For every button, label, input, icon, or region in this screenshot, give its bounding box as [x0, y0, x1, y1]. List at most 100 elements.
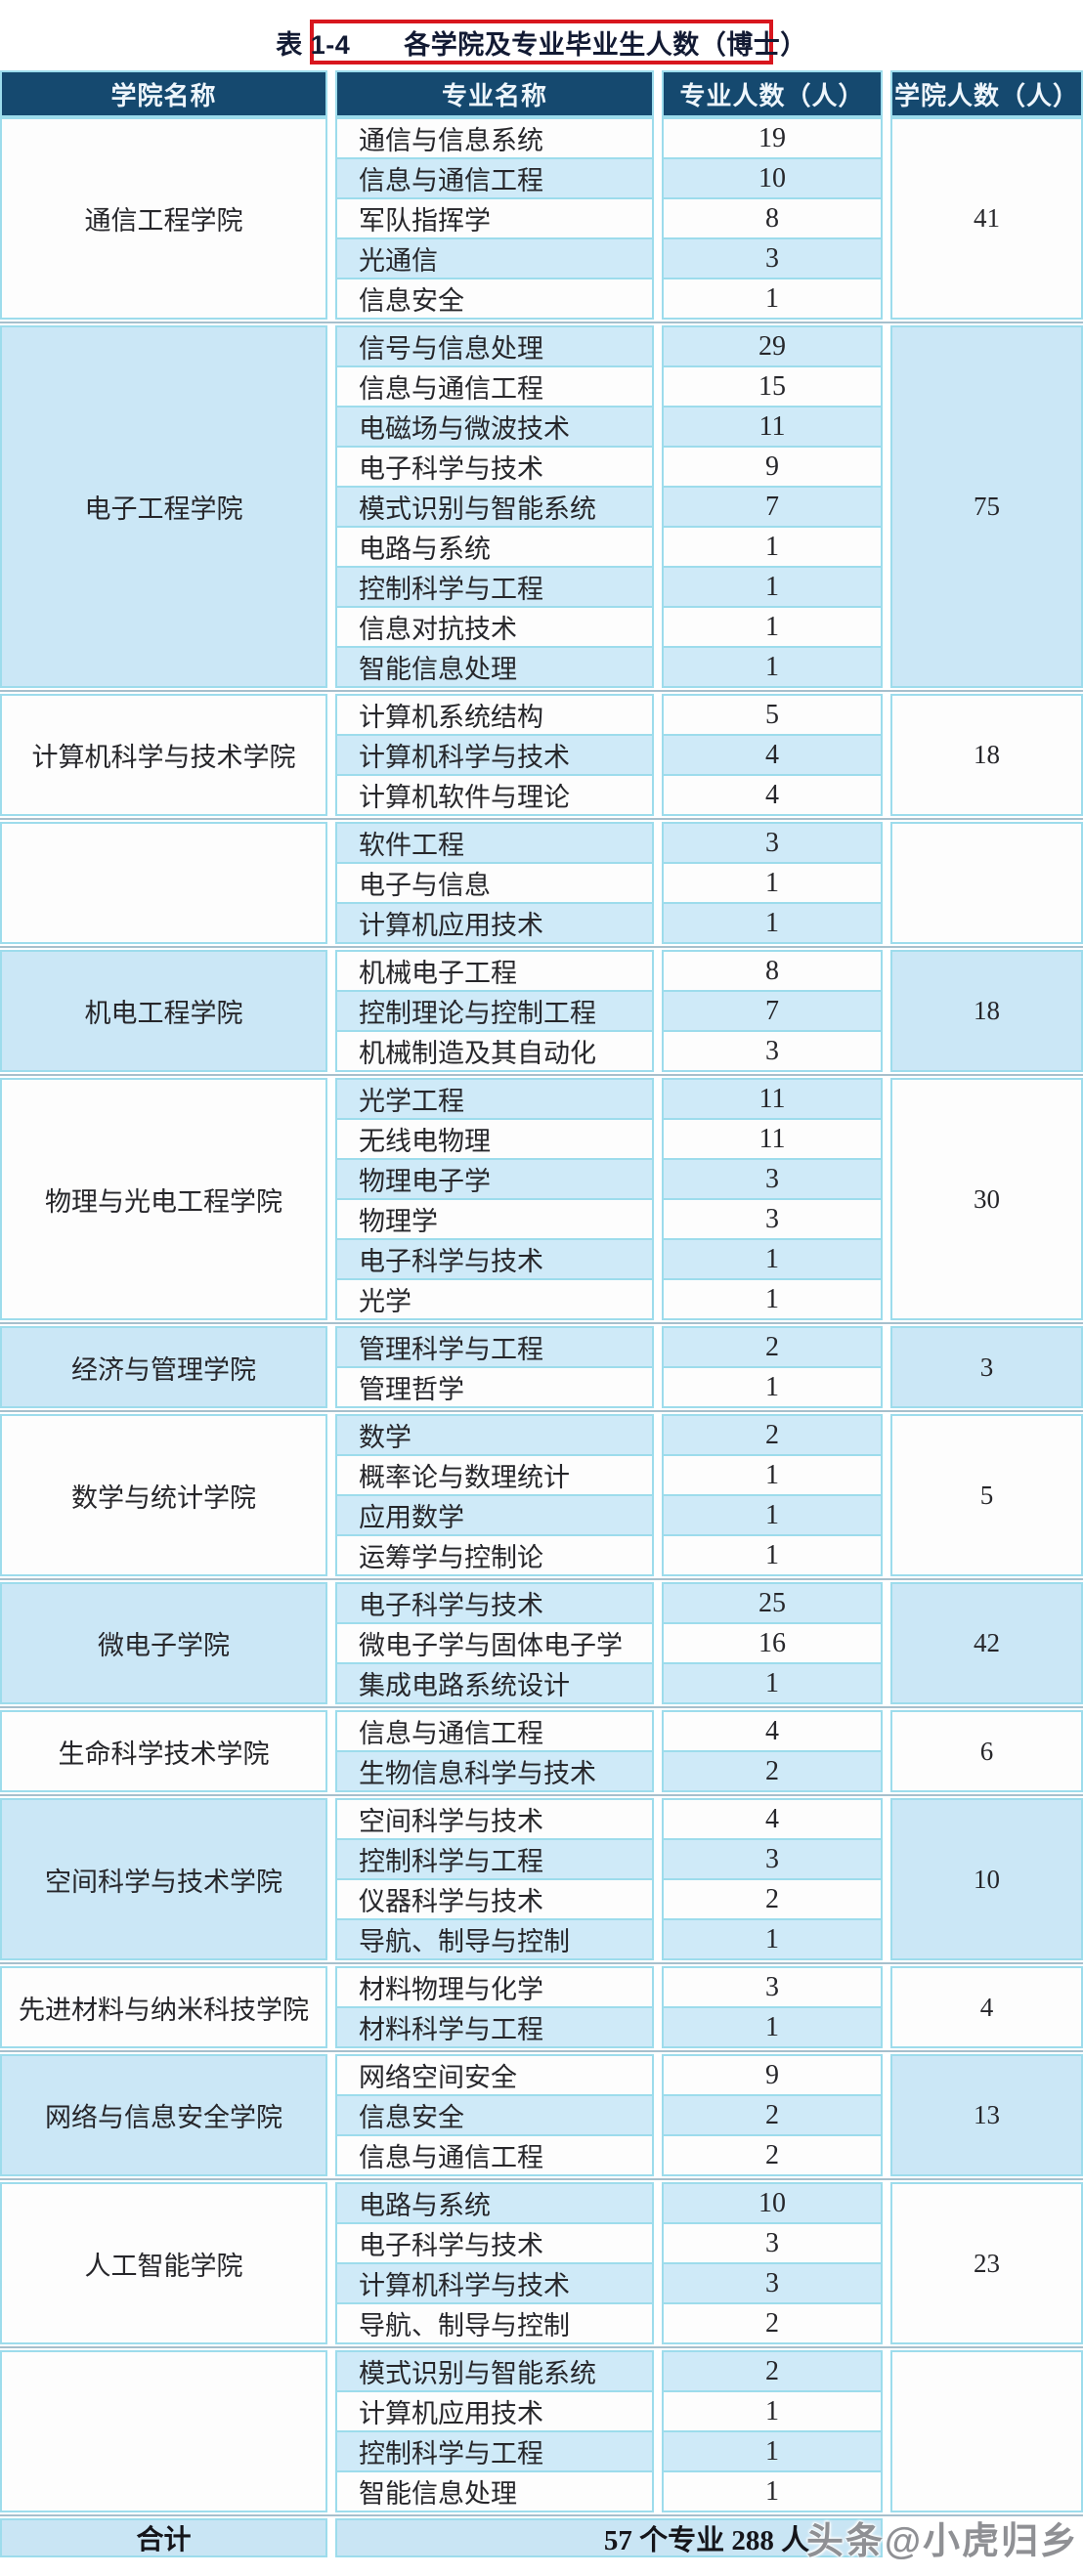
major-name-column: 数学 概率论与数理统计 应用数学 运筹学与控制论 — [335, 1414, 654, 1576]
major-count-cell: 2 — [662, 2350, 883, 2392]
college-total-cell: 41 — [890, 117, 1083, 320]
major-count-cell: 2 — [662, 1326, 883, 1368]
major-count-cell: 1 — [662, 902, 883, 944]
major-name-column: 电路与系统 电子科学与技术 计算机科学与技术 导航、制导与控制 — [335, 2182, 654, 2344]
college-total-cell: 5 — [890, 1414, 1083, 1576]
group-separator — [0, 688, 1083, 694]
college-name-cell: 物理与光电工程学院 — [0, 1078, 327, 1320]
college-total-cell: 10 — [890, 1798, 1083, 1960]
major-count-cell: 16 — [662, 1622, 883, 1664]
major-count-cell: 1 — [662, 1278, 883, 1320]
major-count-cell: 1 — [662, 1238, 883, 1280]
major-name-cell: 无线电物理 — [335, 1118, 654, 1160]
major-count-cell: 3 — [662, 2262, 883, 2304]
major-name-cell: 软件工程 — [335, 822, 654, 864]
major-name-column: 通信与信息系统 信息与通信工程 军队指挥学 光通信 信息安全 — [335, 117, 654, 320]
major-name-cell: 计算机应用技术 — [335, 2390, 654, 2432]
college-name-cell: 空间科学与技术学院 — [0, 1798, 327, 1960]
major-name-cell: 物理电子学 — [335, 1158, 654, 1200]
major-count-cell: 3 — [662, 1030, 883, 1072]
major-name-cell: 管理科学与工程 — [335, 1326, 654, 1368]
group-separator — [0, 2176, 1083, 2182]
major-name-cell: 导航、制导与控制 — [335, 1918, 654, 1960]
major-name-cell: 集成电路系统设计 — [335, 1662, 654, 1704]
college-name-cell: 机电工程学院 — [0, 950, 327, 1072]
group-separator — [0, 320, 1083, 325]
major-count-cell: 3 — [662, 1158, 883, 1200]
major-count-cell: 11 — [662, 1078, 883, 1120]
header-major-count: 专业人数（人） — [662, 70, 883, 117]
major-count-cell: 1 — [662, 2430, 883, 2472]
major-count-cell: 1 — [662, 606, 883, 648]
college-name-cell: 数学与统计学院 — [0, 1414, 327, 1576]
major-count-cell: 11 — [662, 1118, 883, 1160]
major-count-cell: 5 — [662, 694, 883, 736]
college-name-cell — [0, 2350, 327, 2512]
major-name-cell: 信号与信息处理 — [335, 325, 654, 367]
major-count-column: 19 10 8 3 1 — [662, 117, 883, 320]
major-count-column: 11 11 3 3 1 1 — [662, 1078, 883, 1320]
major-count-cell: 1 — [662, 862, 883, 904]
major-name-cell: 信息与通信工程 — [335, 1710, 654, 1752]
major-name-cell: 计算机系统结构 — [335, 694, 654, 736]
major-name-cell: 材料物理与化学 — [335, 1966, 654, 2008]
major-count-column: 29 15 11 9 7 1 1 1 1 — [662, 325, 883, 688]
college-total-cell: 18 — [890, 694, 1083, 816]
major-name-cell: 信息安全 — [335, 278, 654, 320]
college-total-cell: 4 — [890, 1966, 1083, 2048]
major-name-cell: 控制科学与工程 — [335, 2430, 654, 2472]
college-group: 经济与管理学院 管理科学与工程 管理哲学 2 1 3 — [0, 1326, 1083, 1408]
major-name-cell: 军队指挥学 — [335, 197, 654, 239]
major-count-cell: 1 — [662, 2006, 883, 2048]
major-name-cell: 控制理论与控制工程 — [335, 990, 654, 1032]
college-group: 物理与光电工程学院 光学工程 无线电物理 物理电子学 物理学 电子科学与技术 光学 11 11 3… — [0, 1078, 1083, 1320]
college-name-cell — [0, 822, 327, 944]
major-count-cell: 2 — [662, 1750, 883, 1792]
major-name-cell: 仪器科学与技术 — [335, 1878, 654, 1920]
major-name-column: 空间科学与技术 控制科学与工程 仪器科学与技术 导航、制导与控制 — [335, 1798, 654, 1960]
major-count-cell: 4 — [662, 1798, 883, 1840]
college-total-cell: 3 — [890, 1326, 1083, 1408]
major-name-cell: 电路与系统 — [335, 526, 654, 568]
graduates-table: 学院名称 专业名称 专业人数（人） 学院人数（人） 通信工程学院 通信与信息系统信… — [0, 70, 1083, 2557]
group-separator — [0, 2344, 1083, 2350]
major-name-cell: 导航、制导与控制 — [335, 2302, 654, 2344]
major-count-cell: 3 — [662, 2222, 883, 2264]
major-name-cell: 信息安全 — [335, 2094, 654, 2136]
college-total-cell — [890, 822, 1083, 944]
major-count-cell: 7 — [662, 990, 883, 1032]
major-name-cell: 智能信息处理 — [335, 2470, 654, 2512]
major-count-cell: 1 — [662, 1454, 883, 1496]
college-name-cell: 先进材料与纳米科技学院 — [0, 1966, 327, 2048]
major-name-cell: 计算机科学与技术 — [335, 2262, 654, 2304]
major-name-cell: 信息与通信工程 — [335, 2134, 654, 2176]
major-count-cell: 29 — [662, 325, 883, 367]
college-group: 网络与信息安全学院 网络空间安全 信息安全 信息与通信工程 9 2 2 13 — [0, 2054, 1083, 2176]
college-name-cell: 生命科学技术学院 — [0, 1710, 327, 1792]
college-total-cell: 42 — [890, 1582, 1083, 1704]
major-count-cell: 3 — [662, 1966, 883, 2008]
college-total-cell: 18 — [890, 950, 1083, 1072]
college-name-cell: 经济与管理学院 — [0, 1326, 327, 1408]
college-group: 软件工程 电子与信息 计算机应用技术 3 1 1 — [0, 822, 1083, 944]
major-name-cell: 光学工程 — [335, 1078, 654, 1120]
table-title: 表 1-4 各学院及专业毕业生人数（博士） — [276, 20, 806, 64]
major-count-cell: 1 — [662, 278, 883, 320]
major-count-cell: 4 — [662, 734, 883, 776]
major-name-cell: 微电子学与固体电子学 — [335, 1622, 654, 1664]
group-separator — [0, 2512, 1083, 2518]
college-group: 机电工程学院 机械电子工程 控制理论与控制工程 机械制造及其自动化 8 7 3 18 — [0, 950, 1083, 1072]
major-name-cell: 信息与通信工程 — [335, 365, 654, 408]
group-separator — [0, 944, 1083, 950]
major-name-cell: 信息与通信工程 — [335, 157, 654, 199]
college-group: 微电子学院 电子科学与技术 微电子学与固体电子学 集成电路系统设计 25 16 1 42 — [0, 1582, 1083, 1704]
total-row: 合计 57 个专业 288 人 — [0, 2518, 1083, 2557]
major-name-cell: 光通信 — [335, 237, 654, 279]
major-count-cell: 3 — [662, 237, 883, 279]
college-total-cell: 6 — [890, 1710, 1083, 1792]
major-name-cell: 电子科学与技术 — [335, 1238, 654, 1280]
